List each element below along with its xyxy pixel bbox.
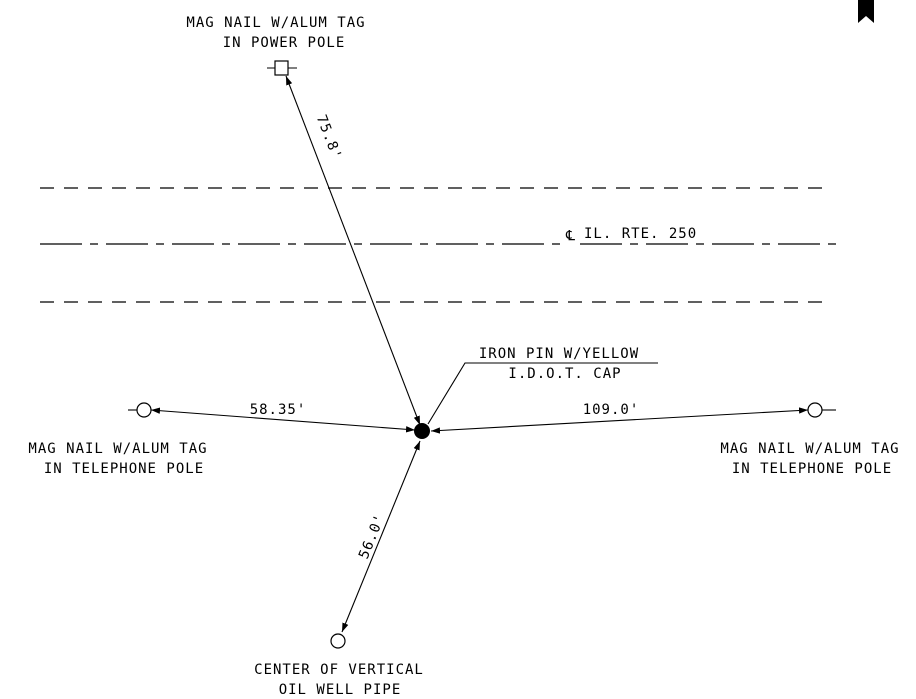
tie-line-telephone-west: [150, 407, 416, 433]
iron-pin-symbol: [414, 423, 430, 439]
oil-well-label-line2: OIL WELL PIPE: [279, 682, 402, 698]
telephone-west-distance: 58.35': [250, 402, 307, 418]
tie-line-power-pole: [285, 75, 421, 426]
telephone-west-label-line1: MAG NAIL W/ALUM TAG: [28, 441, 207, 457]
telephone-east-label-line1: MAG NAIL W/ALUM TAG: [720, 441, 899, 457]
telephone-pole-west-symbol: [128, 402, 152, 418]
bookmark-icon: [858, 0, 874, 23]
oil-well-symbol: [330, 633, 346, 649]
tie-line-oil-well: [341, 440, 421, 633]
power-pole-label-line2: IN POWER POLE: [223, 35, 346, 51]
iron-pin-label-line2: I.D.O.T. CAP: [508, 366, 621, 382]
iron-pin-leader: [427, 362, 658, 425]
oil-well-label-line1: CENTER OF VERTICAL: [254, 662, 424, 678]
telephone-east-distance: 109.0': [583, 402, 640, 418]
power-pole-symbol: [267, 60, 297, 76]
telephone-west-label-line2: IN TELEPHONE POLE: [44, 461, 204, 477]
telephone-pole-east-symbol: [807, 402, 836, 418]
power-pole-label-line1: MAG NAIL W/ALUM TAG: [186, 15, 365, 31]
telephone-east-label-line2: IN TELEPHONE POLE: [732, 461, 892, 477]
road-centerline-label: IL. RTE. 250: [584, 226, 697, 242]
centerline-symbol: ℄: [565, 228, 576, 244]
power-pole-distance: 75.8': [313, 113, 345, 163]
tie-line-telephone-east: [430, 407, 809, 434]
oil-well-distance: 56.0': [356, 512, 389, 562]
iron-pin-label-line1: IRON PIN W/YELLOW: [479, 346, 639, 362]
